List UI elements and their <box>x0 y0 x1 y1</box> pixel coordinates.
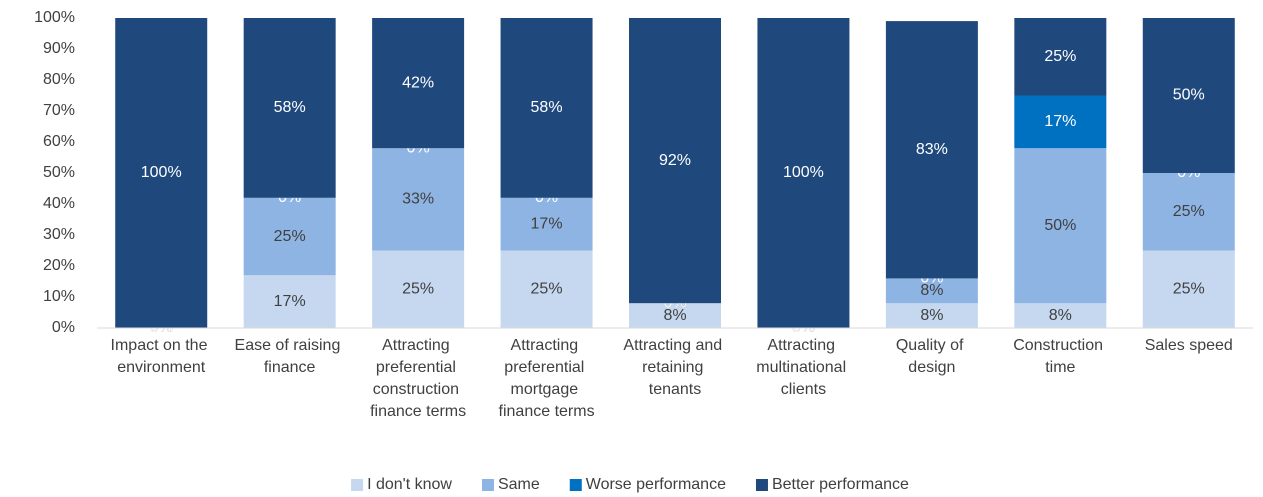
data-label: 17% <box>274 293 306 310</box>
data-label: 17% <box>1044 113 1076 130</box>
legend-swatch <box>481 479 494 491</box>
data-label: 42% <box>402 74 434 91</box>
bar-segment <box>372 250 465 328</box>
y-tick-label: 0% <box>52 319 75 336</box>
bar-segment <box>372 18 465 149</box>
bar-segment <box>1014 303 1107 328</box>
x-tick-label: Attracting preferential construction fin… <box>370 337 466 420</box>
data-label: 25% <box>1173 280 1205 297</box>
bar-segment <box>629 303 721 328</box>
bar-segment <box>500 197 593 251</box>
data-label: 100% <box>141 164 182 181</box>
legend-label: Better performance <box>772 476 909 493</box>
bar-segment <box>885 21 978 279</box>
data-label: 100% <box>783 164 824 181</box>
legend-label: Worse performance <box>586 476 726 493</box>
x-tick-label: Sales speed <box>1145 337 1233 354</box>
data-label: 58% <box>531 99 563 116</box>
bar-segment <box>372 148 465 251</box>
legend-label: I don't know <box>367 476 452 493</box>
y-tick-label: 70% <box>43 102 75 119</box>
legend-label: Same <box>498 476 540 493</box>
bar-segment <box>243 275 336 328</box>
data-label: 58% <box>274 99 306 116</box>
bar-segment <box>500 250 593 328</box>
bar-segment <box>1142 173 1235 251</box>
bar-segment <box>1014 148 1107 304</box>
y-tick-label: 90% <box>43 40 75 57</box>
data-label: 8% <box>920 307 943 324</box>
x-tick-label: Attracting multinational clients <box>756 337 850 398</box>
data-label: 25% <box>1173 203 1205 220</box>
x-tick-label: Quality of design <box>896 337 968 376</box>
bar-segment <box>1014 18 1107 96</box>
bar-segment <box>1014 95 1107 149</box>
data-label: 25% <box>274 228 306 245</box>
y-tick-label: 20% <box>43 257 75 274</box>
x-tick-label: Ease of raising finance <box>235 337 345 376</box>
data-label: 8% <box>920 282 943 299</box>
bar-segment <box>243 18 336 198</box>
data-label: 92% <box>659 152 691 169</box>
y-tick-label: 100% <box>34 9 75 26</box>
data-label: 8% <box>663 307 686 324</box>
data-label: 33% <box>402 191 434 208</box>
data-label: 17% <box>531 215 563 232</box>
data-label: 25% <box>402 280 434 297</box>
data-label: 50% <box>1173 87 1205 104</box>
y-tick-label: 40% <box>43 195 75 212</box>
data-label: 8% <box>1049 307 1072 324</box>
x-tick-label: Attracting and retaining tenants <box>623 337 726 398</box>
y-tick-label: 60% <box>43 133 75 150</box>
y-tick-label: 10% <box>43 288 75 305</box>
legend-swatch <box>351 479 364 491</box>
legend-swatch <box>569 479 582 491</box>
y-tick-label: 30% <box>43 226 75 243</box>
x-tick-label: Construction time <box>1013 337 1107 376</box>
x-tick-label: Attracting preferential mortgage finance… <box>499 337 595 420</box>
y-tick-label: 80% <box>43 71 75 88</box>
x-tick-label: Impact on the environment <box>111 337 212 376</box>
data-label: 50% <box>1044 217 1076 234</box>
data-label: 25% <box>531 280 563 297</box>
bar-segment <box>500 18 593 198</box>
bar-segment <box>243 197 336 276</box>
data-label: 83% <box>916 141 948 158</box>
bar-segment <box>1142 18 1235 173</box>
bar-segment <box>115 18 208 328</box>
bar-segment <box>629 18 721 304</box>
bar-segment <box>757 18 850 328</box>
legend-swatch <box>755 479 768 491</box>
bar-segment <box>885 303 978 328</box>
bar-segment <box>885 278 978 304</box>
bar-segment <box>1142 250 1235 328</box>
y-tick-label: 50% <box>43 164 75 181</box>
data-label: 25% <box>1044 48 1076 65</box>
